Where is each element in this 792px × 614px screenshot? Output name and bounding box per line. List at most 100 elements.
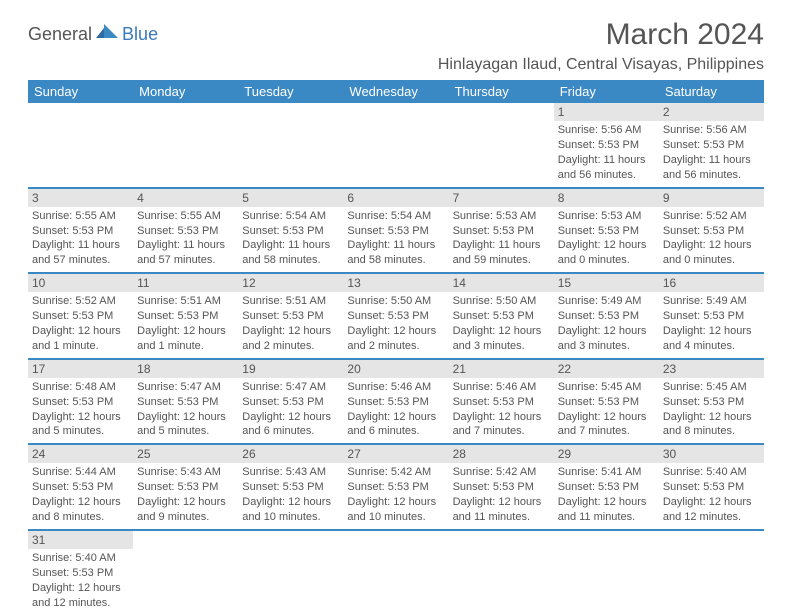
day-number: 2 bbox=[659, 103, 764, 121]
sunset-line: Sunset: 5:53 PM bbox=[663, 138, 760, 153]
day-number: 29 bbox=[554, 445, 659, 463]
calendar-day-cell: 3Sunrise: 5:55 AMSunset: 5:53 PMDaylight… bbox=[28, 188, 133, 274]
calendar-day-cell: 9Sunrise: 5:52 AMSunset: 5:53 PMDaylight… bbox=[659, 188, 764, 274]
day-details: Sunrise: 5:53 AMSunset: 5:53 PMDaylight:… bbox=[449, 207, 554, 272]
sunrise-line: Sunrise: 5:51 AM bbox=[242, 294, 339, 309]
weekday-header-row: SundayMondayTuesdayWednesdayThursdayFrid… bbox=[28, 80, 764, 103]
daylight-line: Daylight: 12 hours and 3 minutes. bbox=[453, 324, 550, 354]
calendar-week-row: 10Sunrise: 5:52 AMSunset: 5:53 PMDayligh… bbox=[28, 273, 764, 359]
sunset-line: Sunset: 5:53 PM bbox=[558, 480, 655, 495]
day-number: 25 bbox=[133, 445, 238, 463]
day-number: 12 bbox=[238, 274, 343, 292]
sunset-line: Sunset: 5:53 PM bbox=[32, 480, 129, 495]
day-details: Sunrise: 5:45 AMSunset: 5:53 PMDaylight:… bbox=[659, 378, 764, 443]
calendar-day-cell: 1Sunrise: 5:56 AMSunset: 5:53 PMDaylight… bbox=[554, 103, 659, 188]
sunrise-line: Sunrise: 5:43 AM bbox=[242, 465, 339, 480]
calendar-day-cell: 7Sunrise: 5:53 AMSunset: 5:53 PMDaylight… bbox=[449, 188, 554, 274]
daylight-line: Daylight: 12 hours and 0 minutes. bbox=[558, 238, 655, 268]
sunset-line: Sunset: 5:53 PM bbox=[558, 309, 655, 324]
daylight-line: Daylight: 12 hours and 1 minute. bbox=[32, 324, 129, 354]
sunrise-line: Sunrise: 5:47 AM bbox=[242, 380, 339, 395]
day-details: Sunrise: 5:51 AMSunset: 5:53 PMDaylight:… bbox=[133, 292, 238, 357]
day-number: 20 bbox=[343, 360, 448, 378]
day-details: Sunrise: 5:50 AMSunset: 5:53 PMDaylight:… bbox=[449, 292, 554, 357]
sunrise-line: Sunrise: 5:51 AM bbox=[137, 294, 234, 309]
calendar-empty-cell bbox=[449, 530, 554, 614]
calendar-day-cell: 5Sunrise: 5:54 AMSunset: 5:53 PMDaylight… bbox=[238, 188, 343, 274]
daylight-line: Daylight: 11 hours and 56 minutes. bbox=[558, 153, 655, 183]
daylight-line: Daylight: 12 hours and 0 minutes. bbox=[663, 238, 760, 268]
weekday-header: Wednesday bbox=[343, 80, 448, 103]
calendar-empty-cell bbox=[133, 103, 238, 188]
day-details: Sunrise: 5:40 AMSunset: 5:53 PMDaylight:… bbox=[28, 549, 133, 614]
sunset-line: Sunset: 5:53 PM bbox=[347, 309, 444, 324]
daylight-line: Daylight: 12 hours and 3 minutes. bbox=[558, 324, 655, 354]
day-number: 24 bbox=[28, 445, 133, 463]
calendar-day-cell: 10Sunrise: 5:52 AMSunset: 5:53 PMDayligh… bbox=[28, 273, 133, 359]
calendar-week-row: 24Sunrise: 5:44 AMSunset: 5:53 PMDayligh… bbox=[28, 444, 764, 530]
day-number: 27 bbox=[343, 445, 448, 463]
calendar-day-cell: 6Sunrise: 5:54 AMSunset: 5:53 PMDaylight… bbox=[343, 188, 448, 274]
day-details: Sunrise: 5:40 AMSunset: 5:53 PMDaylight:… bbox=[659, 463, 764, 528]
calendar-day-cell: 25Sunrise: 5:43 AMSunset: 5:53 PMDayligh… bbox=[133, 444, 238, 530]
flag-icon bbox=[96, 24, 120, 45]
calendar-day-cell: 22Sunrise: 5:45 AMSunset: 5:53 PMDayligh… bbox=[554, 359, 659, 445]
daylight-line: Daylight: 12 hours and 11 minutes. bbox=[453, 495, 550, 525]
calendar-week-row: 3Sunrise: 5:55 AMSunset: 5:53 PMDaylight… bbox=[28, 188, 764, 274]
sunrise-line: Sunrise: 5:56 AM bbox=[558, 123, 655, 138]
brand-logo: General Blue bbox=[28, 18, 158, 45]
calendar-day-cell: 27Sunrise: 5:42 AMSunset: 5:53 PMDayligh… bbox=[343, 444, 448, 530]
day-details: Sunrise: 5:52 AMSunset: 5:53 PMDaylight:… bbox=[659, 207, 764, 272]
sunset-line: Sunset: 5:53 PM bbox=[663, 224, 760, 239]
sunset-line: Sunset: 5:53 PM bbox=[453, 224, 550, 239]
daylight-line: Daylight: 12 hours and 12 minutes. bbox=[32, 581, 129, 611]
calendar-week-row: 31Sunrise: 5:40 AMSunset: 5:53 PMDayligh… bbox=[28, 530, 764, 614]
calendar-empty-cell bbox=[28, 103, 133, 188]
calendar-day-cell: 23Sunrise: 5:45 AMSunset: 5:53 PMDayligh… bbox=[659, 359, 764, 445]
day-number: 13 bbox=[343, 274, 448, 292]
sunset-line: Sunset: 5:53 PM bbox=[347, 480, 444, 495]
calendar-empty-cell bbox=[133, 530, 238, 614]
calendar-table: SundayMondayTuesdayWednesdayThursdayFrid… bbox=[28, 80, 764, 614]
day-number: 10 bbox=[28, 274, 133, 292]
sunset-line: Sunset: 5:53 PM bbox=[453, 395, 550, 410]
day-number: 8 bbox=[554, 189, 659, 207]
header: General Blue March 2024 Hinlayagan Ilaud… bbox=[28, 18, 764, 74]
sunset-line: Sunset: 5:53 PM bbox=[663, 309, 760, 324]
sunset-line: Sunset: 5:53 PM bbox=[137, 224, 234, 239]
sunrise-line: Sunrise: 5:54 AM bbox=[242, 209, 339, 224]
month-title: March 2024 bbox=[438, 18, 764, 52]
day-number: 15 bbox=[554, 274, 659, 292]
sunrise-line: Sunrise: 5:46 AM bbox=[347, 380, 444, 395]
sunrise-line: Sunrise: 5:55 AM bbox=[32, 209, 129, 224]
day-number: 14 bbox=[449, 274, 554, 292]
day-number: 21 bbox=[449, 360, 554, 378]
day-details: Sunrise: 5:54 AMSunset: 5:53 PMDaylight:… bbox=[238, 207, 343, 272]
day-details: Sunrise: 5:42 AMSunset: 5:53 PMDaylight:… bbox=[343, 463, 448, 528]
day-details: Sunrise: 5:52 AMSunset: 5:53 PMDaylight:… bbox=[28, 292, 133, 357]
calendar-day-cell: 19Sunrise: 5:47 AMSunset: 5:53 PMDayligh… bbox=[238, 359, 343, 445]
calendar-day-cell: 18Sunrise: 5:47 AMSunset: 5:53 PMDayligh… bbox=[133, 359, 238, 445]
sunset-line: Sunset: 5:53 PM bbox=[137, 395, 234, 410]
calendar-day-cell: 8Sunrise: 5:53 AMSunset: 5:53 PMDaylight… bbox=[554, 188, 659, 274]
day-details: Sunrise: 5:41 AMSunset: 5:53 PMDaylight:… bbox=[554, 463, 659, 528]
sunset-line: Sunset: 5:53 PM bbox=[347, 224, 444, 239]
weekday-header: Tuesday bbox=[238, 80, 343, 103]
day-number: 4 bbox=[133, 189, 238, 207]
sunset-line: Sunset: 5:53 PM bbox=[32, 224, 129, 239]
daylight-line: Daylight: 12 hours and 6 minutes. bbox=[347, 410, 444, 440]
day-details: Sunrise: 5:45 AMSunset: 5:53 PMDaylight:… bbox=[554, 378, 659, 443]
sunrise-line: Sunrise: 5:52 AM bbox=[32, 294, 129, 309]
calendar-empty-cell bbox=[554, 530, 659, 614]
day-details: Sunrise: 5:43 AMSunset: 5:53 PMDaylight:… bbox=[238, 463, 343, 528]
sunrise-line: Sunrise: 5:40 AM bbox=[32, 551, 129, 566]
daylight-line: Daylight: 11 hours and 58 minutes. bbox=[242, 238, 339, 268]
sunset-line: Sunset: 5:53 PM bbox=[242, 395, 339, 410]
sunset-line: Sunset: 5:53 PM bbox=[347, 395, 444, 410]
daylight-line: Daylight: 12 hours and 6 minutes. bbox=[242, 410, 339, 440]
daylight-line: Daylight: 11 hours and 56 minutes. bbox=[663, 153, 760, 183]
weekday-header: Monday bbox=[133, 80, 238, 103]
calendar-day-cell: 24Sunrise: 5:44 AMSunset: 5:53 PMDayligh… bbox=[28, 444, 133, 530]
sunrise-line: Sunrise: 5:52 AM bbox=[663, 209, 760, 224]
calendar-day-cell: 17Sunrise: 5:48 AMSunset: 5:53 PMDayligh… bbox=[28, 359, 133, 445]
